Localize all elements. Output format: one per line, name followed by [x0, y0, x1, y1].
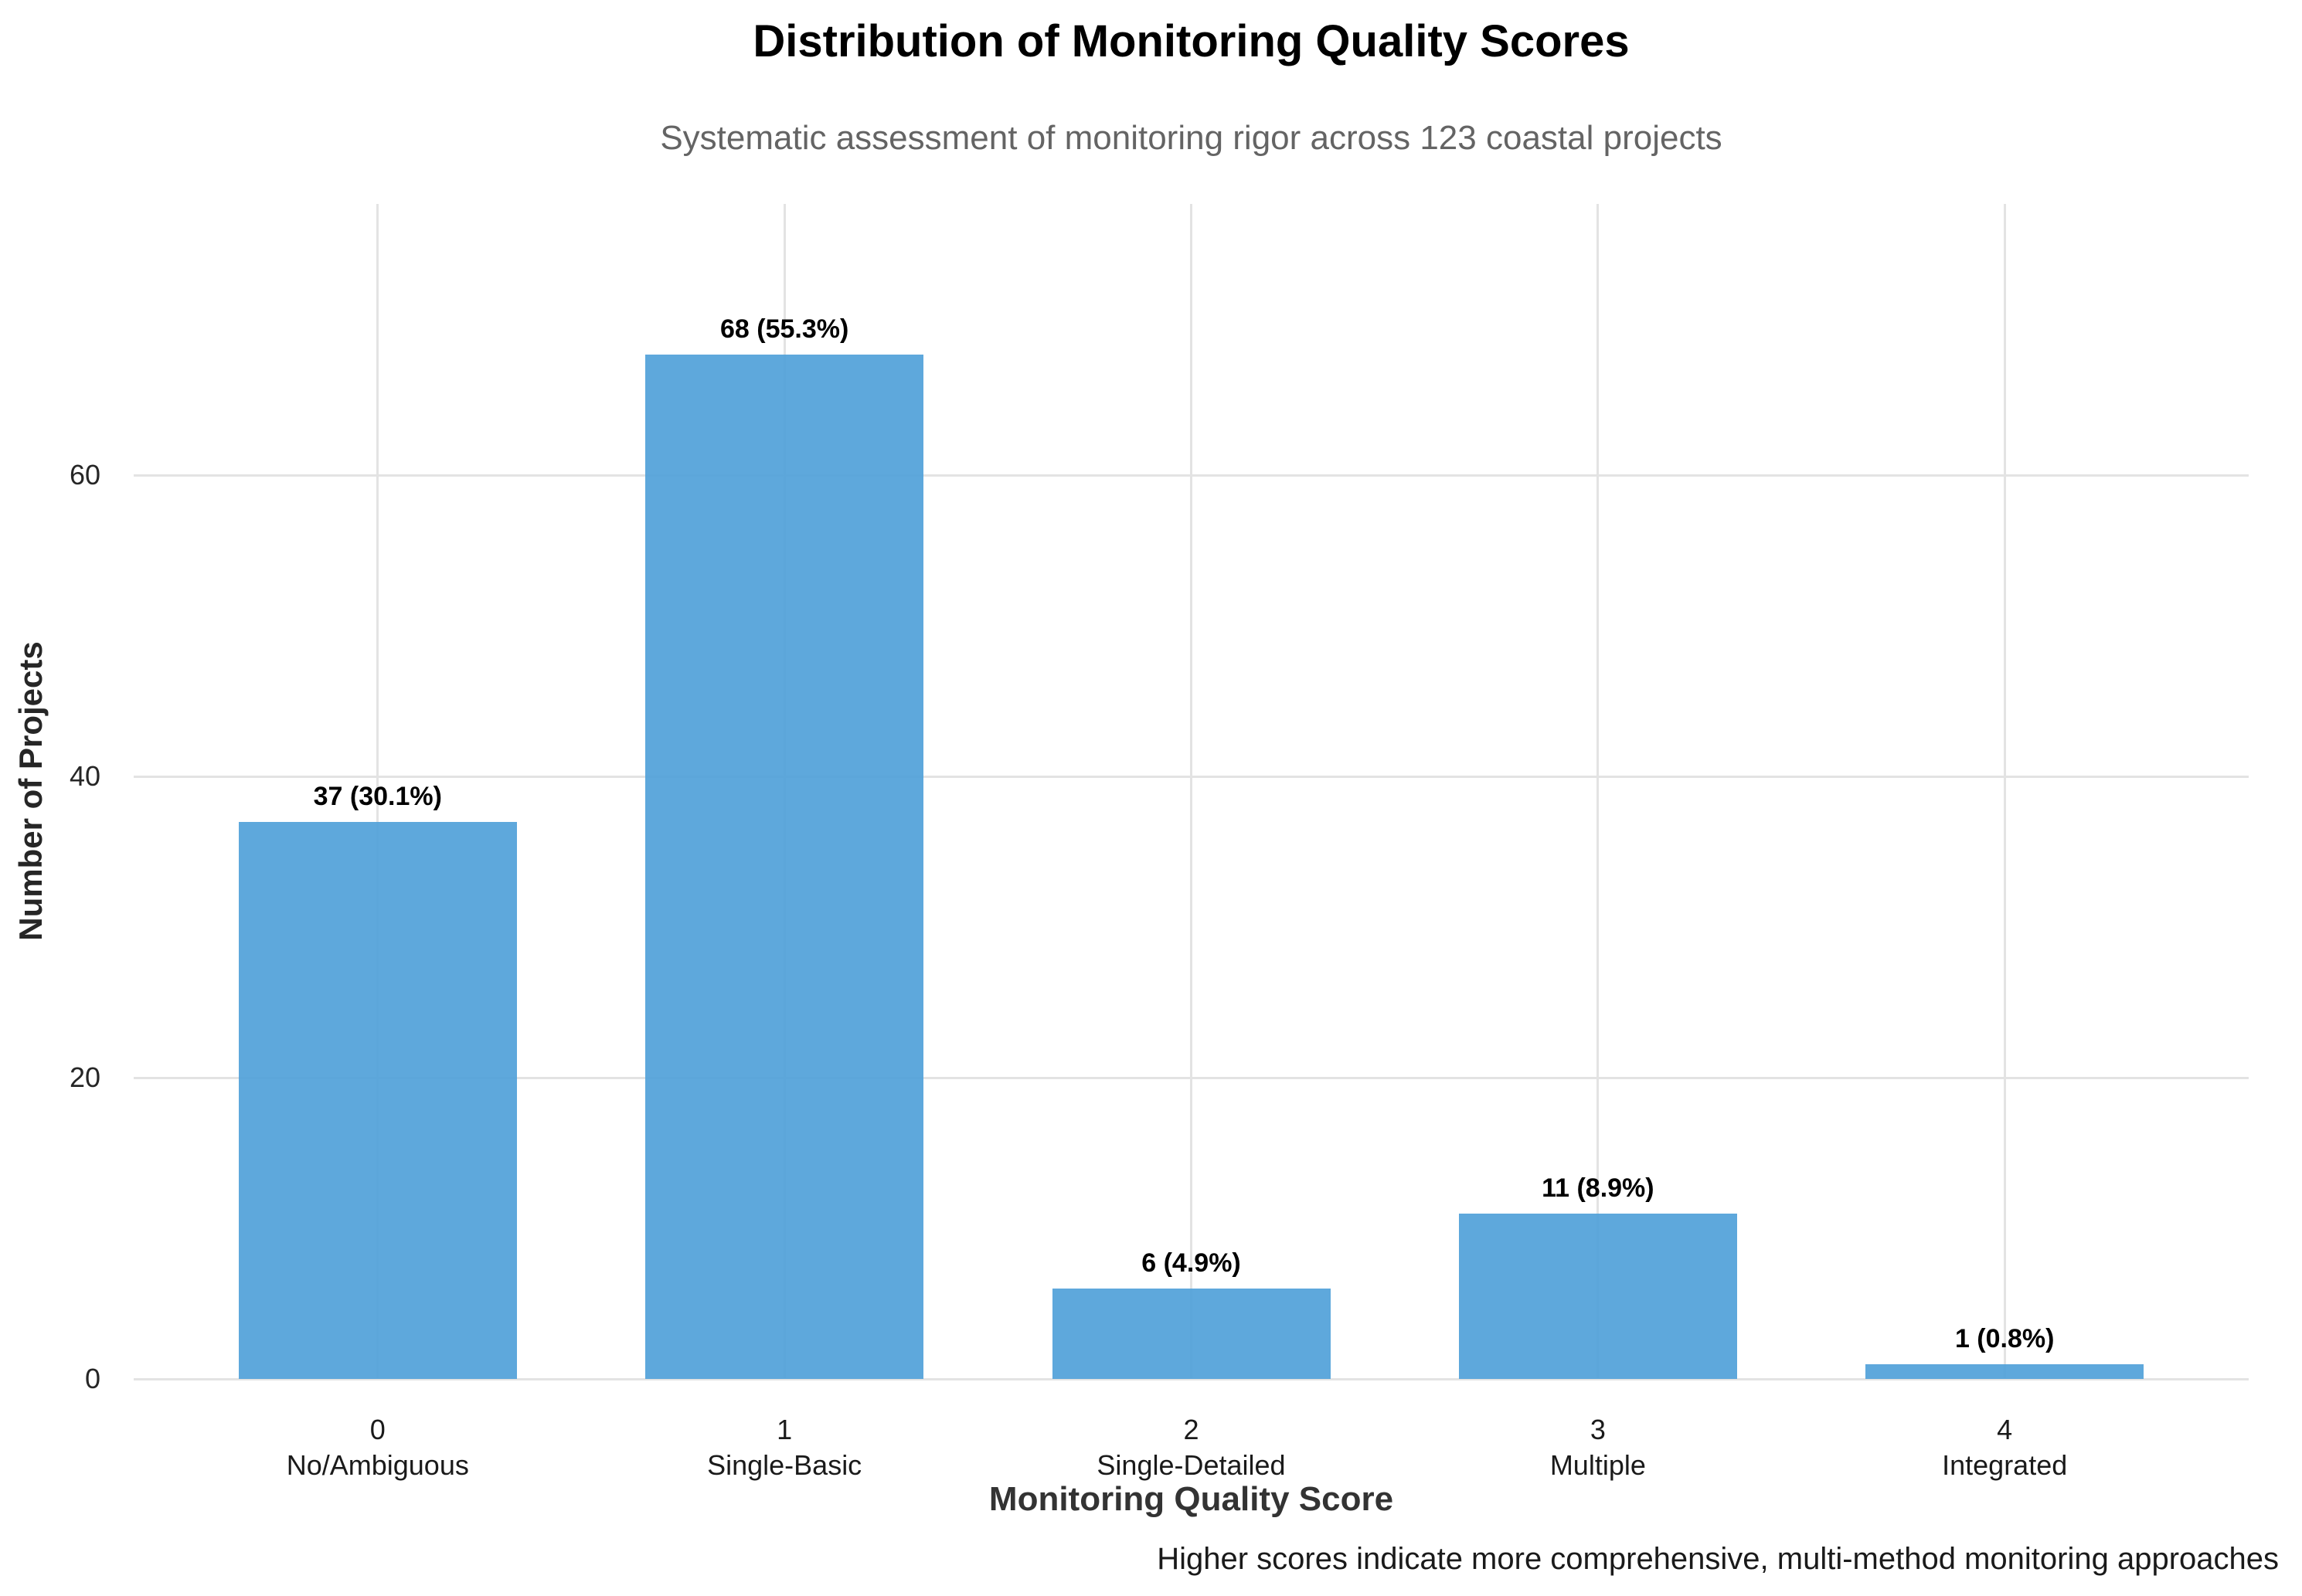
chart-caption: Higher scores indicate more comprehensiv…	[1157, 1542, 2279, 1576]
x-tick-label: 1 Single-Basic	[707, 1412, 862, 1483]
y-tick-label: 20	[69, 1061, 100, 1093]
x-tick-score: 1	[777, 1414, 793, 1445]
v-gridline	[1190, 204, 1192, 1379]
chart-subtitle: Systematic assessment of monitoring rigo…	[660, 119, 1722, 157]
x-tick-name: Single-Detailed	[1097, 1449, 1286, 1481]
bar-score-0	[238, 821, 517, 1379]
x-tick-name: Integrated	[1942, 1449, 2068, 1481]
h-gridline	[134, 1377, 2249, 1380]
x-tick-score: 3	[1590, 1414, 1606, 1445]
x-tick-label: 4 Integrated	[1942, 1412, 2067, 1483]
y-tick-label: 60	[69, 459, 100, 491]
x-tick-name: Single-Basic	[707, 1449, 862, 1481]
x-tick-score: 0	[369, 1414, 386, 1445]
x-tick-name: No/Ambiguous	[286, 1449, 469, 1481]
plot-panel: 37 (30.1%) 68 (55.3%) 6 (4.9%) 11 (8.9%) 1 (…	[134, 204, 2249, 1380]
y-tick-label: 0	[84, 1363, 100, 1394]
v-gridline	[2003, 204, 2006, 1379]
x-tick-score: 2	[1183, 1414, 1199, 1445]
bar-score-3	[1458, 1213, 1737, 1379]
x-tick-label: 0 No/Ambiguous	[287, 1412, 469, 1483]
x-tick-label: 2 Single-Detailed	[1097, 1412, 1285, 1483]
bar-value-label: 6 (4.9%)	[1141, 1248, 1241, 1278]
chart-title: Distribution of Monitoring Quality Score…	[753, 16, 1630, 66]
bar-value-label: 1 (0.8%)	[1954, 1323, 2055, 1353]
x-tick-score: 4	[1997, 1414, 2013, 1445]
bar-score-1	[645, 355, 924, 1379]
x-tick-label: 3 Multiple	[1550, 1412, 1646, 1483]
bar-value-label: 68 (55.3%)	[719, 314, 849, 344]
bar-value-label: 37 (30.1%)	[313, 781, 442, 811]
x-tick-name: Multiple	[1549, 1449, 1646, 1481]
bar-score-4	[1865, 1363, 2144, 1379]
bar-score-2	[1052, 1289, 1331, 1379]
x-axis-title: Monitoring Quality Score	[988, 1480, 1394, 1518]
v-gridline	[1596, 204, 1600, 1379]
bar-value-label: 11 (8.9%)	[1542, 1173, 1654, 1203]
v-gridline	[376, 204, 379, 1379]
y-tick-label: 40	[69, 760, 100, 792]
